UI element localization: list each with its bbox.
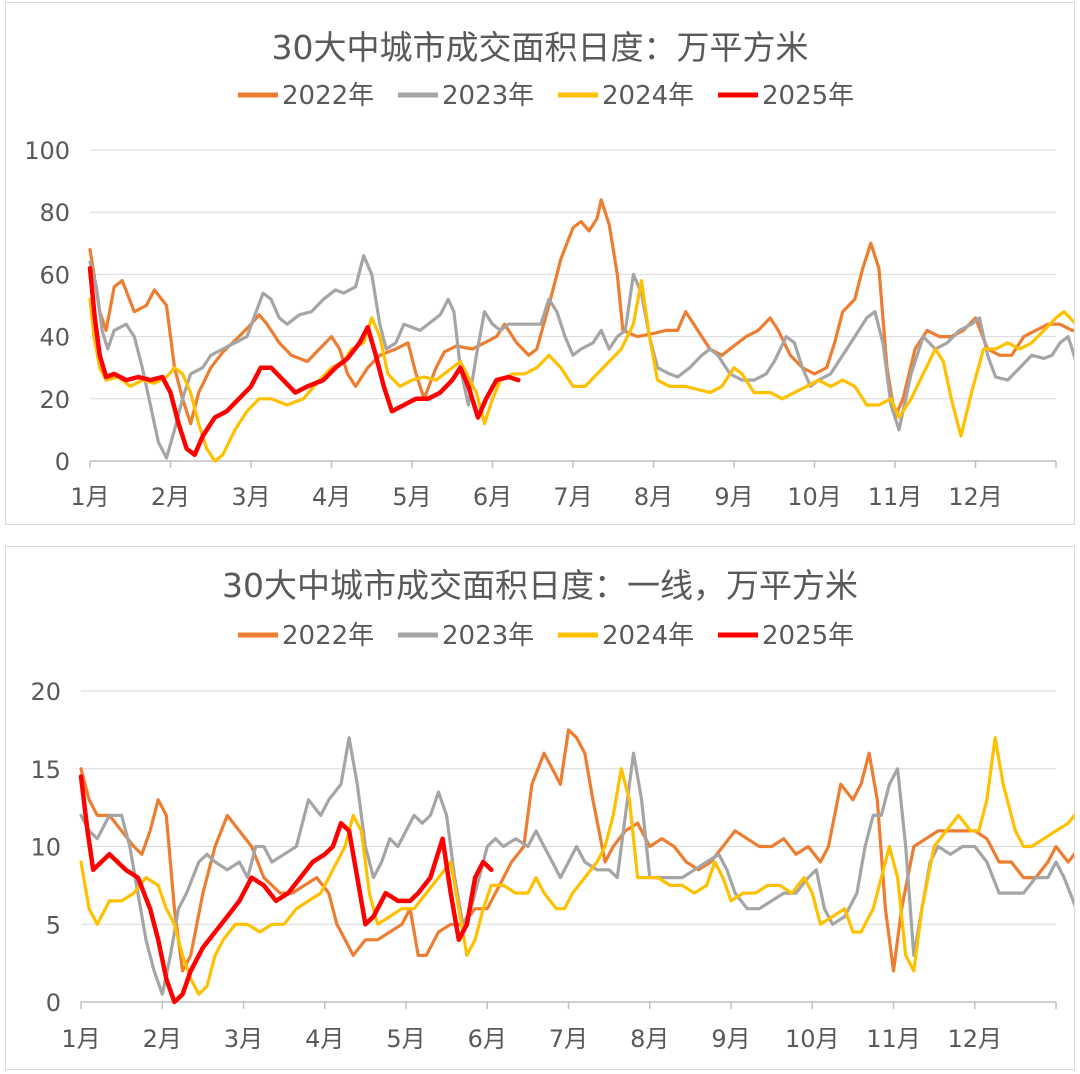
chart-panel-bottom: 30大中城市成交面积日度：一线，万平方米 2022年 2023年 2024年 2025年…	[5, 546, 1075, 1070]
series-line-2023	[79, 736, 1074, 996]
chart-panel-top: 30大中城市成交面积日度：万平方米 2022年 2023年 2024年 2025年 0 20…	[5, 2, 1075, 525]
chart-title: 30大中城市成交面积日度：万平方米	[272, 28, 809, 67]
legend-item: 2023年	[398, 621, 534, 651]
x-tick-label: 4月	[305, 1025, 344, 1053]
chart-top: 30大中城市成交面积日度：万平方米 2022年 2023年 2024年 2025年 0 20…	[24, 28, 1074, 511]
y-tick-label: 60	[39, 261, 70, 289]
x-tick-label: 12月	[948, 483, 1003, 511]
series-line-2024	[88, 279, 1074, 463]
x-tick-label: 10月	[785, 1025, 840, 1053]
legend-label: 2024年	[602, 621, 694, 651]
x-tick-label: 4月	[312, 483, 351, 511]
chart-title: 30大中城市成交面积日度：一线，万平方米	[222, 566, 858, 605]
legend-item: 2022年	[238, 81, 374, 111]
x-tick-label: 12月	[947, 1025, 1002, 1053]
x-tick-label: 2月	[143, 1025, 182, 1053]
x-tick-label: 2月	[151, 483, 190, 511]
x-tick-label: 11月	[868, 483, 923, 511]
x-tick-label: 5月	[386, 1025, 425, 1053]
x-tick-label: 9月	[714, 483, 753, 511]
x-tick-label: 7月	[549, 1025, 588, 1053]
x-tick-label: 5月	[392, 483, 431, 511]
legend-label: 2024年	[602, 81, 694, 111]
series-line-2023	[88, 254, 1074, 460]
y-tick-label: 15	[30, 756, 61, 784]
y-tick-label: 40	[39, 324, 70, 352]
legend-item: 2024年	[558, 81, 694, 111]
legend-item: 2024年	[558, 621, 694, 651]
y-tick-label: 20	[30, 678, 61, 706]
legend-label: 2022年	[282, 81, 374, 111]
legend-item: 2025年	[718, 621, 854, 651]
legend-item: 2023年	[398, 81, 534, 111]
legend-label: 2022年	[282, 621, 374, 651]
y-tick-label: 20	[39, 386, 70, 414]
series-line-2025	[87, 265, 521, 458]
x-tick-label: 8月	[630, 1025, 669, 1053]
y-tick-label: 80	[39, 199, 70, 227]
x-tick-label: 10月	[787, 483, 842, 511]
x-tick-label: 6月	[473, 483, 512, 511]
y-tick-label: 5	[46, 911, 61, 939]
legend-item: 2022年	[238, 621, 374, 651]
legend-label: 2023年	[442, 621, 534, 651]
x-tick-label: 9月	[711, 1025, 750, 1053]
x-tick-label: 1月	[61, 1025, 100, 1053]
y-tick-label: 10	[30, 834, 61, 862]
chart-bottom: 30大中城市成交面积日度：一线，万平方米 2022年 2023年 2024年 2025年…	[30, 566, 1074, 1053]
x-tick-label: 11月	[866, 1025, 921, 1053]
series-line-2024	[79, 736, 1074, 996]
x-tick-label: 3月	[224, 1025, 263, 1053]
series-line-2025	[78, 774, 494, 1005]
y-tick-label: 0	[46, 989, 61, 1017]
legend-label: 2025年	[762, 81, 854, 111]
x-tick-label: 8月	[634, 483, 673, 511]
legend-item: 2025年	[718, 81, 854, 111]
series-line-2022	[88, 198, 1074, 426]
x-tick-label: 6月	[468, 1025, 507, 1053]
y-tick-label: 0	[55, 448, 70, 476]
legend-label: 2025年	[762, 621, 854, 651]
x-tick-label: 7月	[553, 483, 592, 511]
x-tick-label: 1月	[70, 483, 109, 511]
y-tick-label: 100	[24, 137, 70, 165]
x-tick-label: 3月	[231, 483, 270, 511]
legend-label: 2023年	[442, 81, 534, 111]
